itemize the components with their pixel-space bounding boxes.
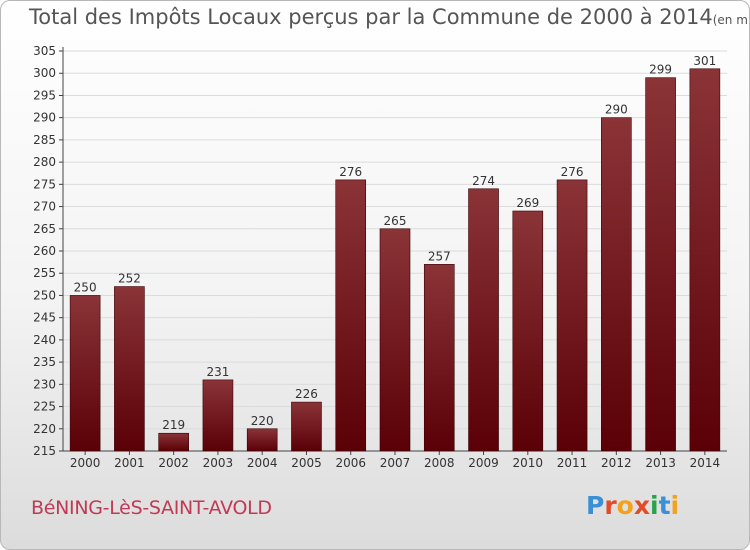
y-tick-label: 220 <box>33 422 56 436</box>
bar-2011[interactable] <box>556 179 588 452</box>
bar-2010[interactable] <box>512 210 544 452</box>
bar-2000[interactable] <box>69 295 101 452</box>
x-tick-label-2000: 2000 <box>70 456 101 470</box>
title-line: Total des Impôts Locaux perçus par la Co… <box>29 5 750 29</box>
x-tick-label-2011: 2011 <box>557 456 588 470</box>
y-tick-label: 300 <box>33 66 56 80</box>
y-tick-label: 265 <box>33 222 56 236</box>
x-tick-label-2005: 2005 <box>291 456 322 470</box>
x-tick-label-2009: 2009 <box>468 456 499 470</box>
bar-2006[interactable] <box>335 179 367 452</box>
y-tick-label: 245 <box>33 311 56 325</box>
logo-letter: r <box>604 491 617 520</box>
y-tick-label: 215 <box>33 444 56 458</box>
bar-2008[interactable] <box>423 264 455 452</box>
x-tick-label-2010: 2010 <box>513 456 544 470</box>
value-label-2014: 301 <box>693 54 716 68</box>
y-tick-label: 285 <box>33 133 56 147</box>
y-tick-label: 260 <box>33 244 56 258</box>
value-label-2005: 226 <box>295 387 318 401</box>
chart-subtitle: (en milliers d'€) <box>712 13 750 27</box>
x-tick-label-2003: 2003 <box>203 456 234 470</box>
bar-2009[interactable] <box>468 188 499 452</box>
bars <box>69 68 721 452</box>
y-tick-label: 290 <box>33 111 56 125</box>
logo-letter: P <box>586 491 605 520</box>
logo-letter: i <box>670 491 680 520</box>
x-tick-label-2014: 2014 <box>690 456 721 470</box>
x-tick-label-2004: 2004 <box>247 456 278 470</box>
bar-2013[interactable] <box>645 77 676 452</box>
y-tick-label: 255 <box>33 266 56 280</box>
commune-name: BéNING-LèS-SAINT-AVOLD <box>31 497 272 519</box>
y-tick-label: 295 <box>33 88 56 102</box>
logo-letter: o <box>616 491 634 520</box>
value-label-2000: 250 <box>74 280 97 294</box>
bar-2001[interactable] <box>114 286 145 452</box>
x-tick-label-2001: 2001 <box>114 456 145 470</box>
x-tick-label-2008: 2008 <box>424 456 455 470</box>
y-tick-label: 280 <box>33 155 56 169</box>
x-tick-label-2007: 2007 <box>380 456 411 470</box>
proxiti-logo[interactable]: Proxiti <box>586 491 679 520</box>
value-label-2012: 290 <box>605 103 628 117</box>
value-label-2003: 231 <box>206 365 229 379</box>
value-label-2002: 219 <box>162 418 185 432</box>
y-tick-label: 250 <box>33 288 56 302</box>
value-label-2008: 257 <box>428 249 451 263</box>
logo-letter: i <box>650 491 659 520</box>
bar-2005[interactable] <box>291 401 322 452</box>
bar-2007[interactable] <box>379 228 411 452</box>
x-tick-label-2002: 2002 <box>158 456 189 470</box>
value-label-2009: 274 <box>472 174 495 188</box>
y-tick-label: 225 <box>33 400 56 414</box>
y-tick-label: 235 <box>33 355 56 369</box>
value-label-2011: 276 <box>561 165 584 179</box>
value-label-2013: 299 <box>649 63 672 77</box>
bar-2004[interactable] <box>246 428 278 452</box>
value-label-2007: 265 <box>384 214 407 228</box>
labels: 215 220 225 230 235 240 245 250 255 260 265 270 275 2… <box>33 44 720 470</box>
value-label-2001: 252 <box>118 272 141 286</box>
chart-title: Total des Impôts Locaux perçus par la Co… <box>29 5 713 29</box>
logo-letter: x <box>633 491 650 520</box>
y-tick-label: 275 <box>33 177 56 191</box>
y-tick-label: 230 <box>33 377 56 391</box>
bar-2003[interactable] <box>202 379 234 452</box>
value-label-2006: 276 <box>339 165 362 179</box>
bar-2002[interactable] <box>158 432 189 452</box>
bar-2012[interactable] <box>601 117 632 452</box>
y-tick-label: 270 <box>33 200 56 214</box>
logo-letter: t <box>658 491 671 520</box>
bar-2014[interactable] <box>689 68 721 452</box>
x-tick-label-2012: 2012 <box>601 456 632 470</box>
x-tick-label-2013: 2013 <box>645 456 676 470</box>
value-label-2010: 269 <box>516 196 539 210</box>
x-tick-label-2006: 2006 <box>335 456 366 470</box>
y-tick-label: 305 <box>33 44 56 58</box>
y-tick-label: 240 <box>33 333 56 347</box>
value-label-2004: 220 <box>251 414 274 428</box>
